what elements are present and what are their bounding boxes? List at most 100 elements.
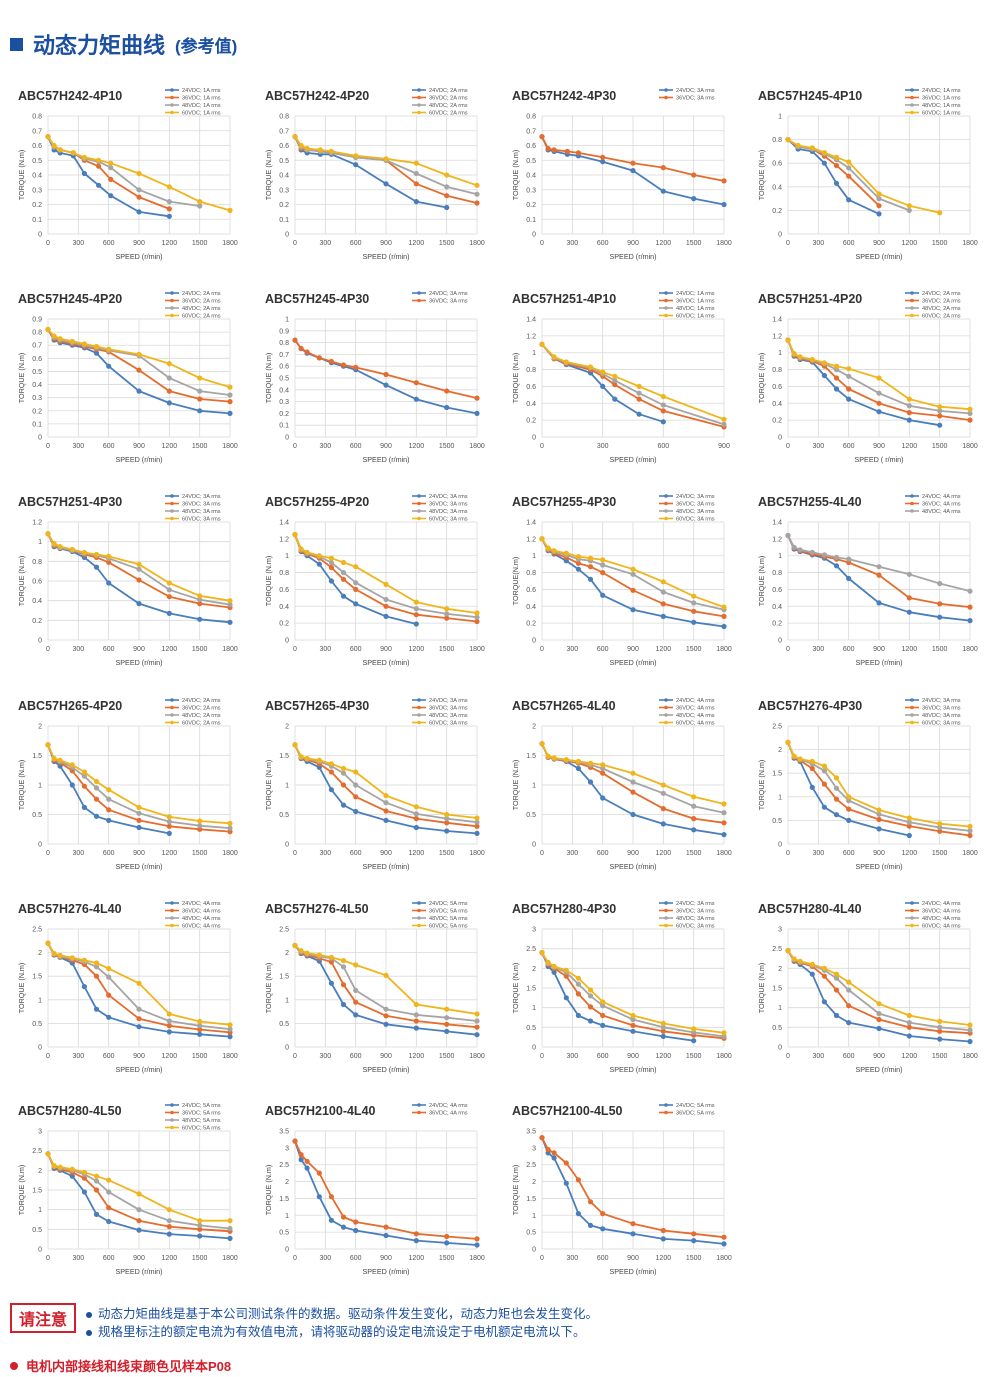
bullet-icon xyxy=(10,1361,18,1370)
data-point xyxy=(197,593,203,599)
data-point xyxy=(630,789,636,795)
data-point xyxy=(383,596,389,603)
legend-marker xyxy=(417,110,421,115)
x-tick-label: 900 xyxy=(873,1053,885,1060)
data-point xyxy=(600,1022,606,1028)
y-tick-label: 1 xyxy=(532,1213,536,1220)
data-point xyxy=(444,828,450,834)
y-tick-label: 1.5 xyxy=(526,753,536,760)
torque-chart: ABC57H280-4P30 24VDC; 3A rms 36VDC; 3A rms… xyxy=(511,901,732,1074)
data-point xyxy=(106,1177,112,1183)
data-point xyxy=(474,1242,480,1248)
legend-marker xyxy=(170,313,174,318)
y-tick-label: 2 xyxy=(38,724,42,731)
x-tick-label: 900 xyxy=(380,646,392,653)
y-tick-label: 0.4 xyxy=(279,387,289,394)
data-point xyxy=(791,351,797,357)
data-point xyxy=(106,553,112,559)
y-tick-label: 0 xyxy=(778,638,782,645)
data-point xyxy=(106,363,112,369)
x-tick-label: 1200 xyxy=(409,850,425,857)
legend-marker xyxy=(910,509,914,513)
x-tick-label: 600 xyxy=(597,1053,609,1060)
page-subtitle: (参考值) xyxy=(175,36,238,56)
data-point xyxy=(833,975,840,981)
data-point xyxy=(304,755,310,762)
legend-label: 60VDC; 3A rms xyxy=(676,517,715,523)
chart-title: ABC57H2100-4L50 xyxy=(512,1104,623,1118)
data-point xyxy=(612,382,618,388)
y-tick-label: 0.5 xyxy=(279,812,289,819)
data-point xyxy=(937,422,943,428)
y-tick-label: 0.2 xyxy=(772,418,782,425)
legend-label: 36VDC; 4A rms xyxy=(182,909,221,915)
data-point xyxy=(93,813,100,819)
x-tick-label: 900 xyxy=(133,646,145,653)
data-point xyxy=(328,1217,334,1223)
data-point xyxy=(108,160,114,166)
data-point xyxy=(340,559,347,566)
x-tick-label: 1200 xyxy=(409,1053,425,1060)
x-tick-label: 900 xyxy=(873,646,885,653)
data-point xyxy=(906,595,912,601)
data-point xyxy=(166,1207,172,1213)
x-axis-label: SPEED (r/min) xyxy=(609,252,656,261)
y-tick-label: 2.5 xyxy=(772,724,782,731)
y-axis-label: TORQUE (N.m) xyxy=(511,760,520,811)
data-point xyxy=(227,820,233,826)
data-point xyxy=(660,579,666,585)
data-point xyxy=(106,346,112,352)
data-point xyxy=(563,995,569,1001)
legend-marker xyxy=(417,509,421,513)
legend-marker xyxy=(910,291,914,295)
data-point xyxy=(353,586,359,592)
y-tick-label: 1 xyxy=(532,553,536,560)
data-point xyxy=(340,1224,347,1230)
data-point xyxy=(937,1028,943,1034)
torque-chart: ABC57H276-4L40 24VDC; 4A rms 36VDC; 4A rms… xyxy=(17,901,238,1074)
data-point xyxy=(328,959,334,965)
torque-chart: ABC57H255-4L40 24VDC; 4A rms 36VDC; 4A rms… xyxy=(757,494,978,667)
data-point xyxy=(691,593,697,599)
torque-chart: ABC57H251-4P10 24VDC; 1A rms 36VDC; 1A rms… xyxy=(511,291,730,464)
data-point xyxy=(353,769,359,775)
data-point xyxy=(846,987,852,993)
data-point xyxy=(51,541,57,547)
legend-label: 24VDC; 1A rms xyxy=(922,88,961,94)
x-tick-label: 1800 xyxy=(716,1255,732,1262)
data-point xyxy=(795,142,801,149)
x-tick-label: 1200 xyxy=(409,1255,425,1262)
y-tick-label: 0.8 xyxy=(526,114,536,121)
data-point xyxy=(197,616,203,622)
y-tick-label: 0.6 xyxy=(32,143,42,150)
legend-label: 24VDC; 2A rms xyxy=(429,88,468,94)
data-point xyxy=(317,147,323,153)
y-tick-label: 1 xyxy=(532,1005,536,1012)
chart-title: ABC57H242-4P30 xyxy=(512,89,616,103)
data-point xyxy=(106,817,112,823)
data-point xyxy=(846,197,852,203)
data-point xyxy=(136,367,142,373)
data-point xyxy=(630,779,636,785)
title-square-icon xyxy=(10,37,23,51)
y-tick-label: 0.4 xyxy=(772,604,782,611)
x-tick-label: 1200 xyxy=(656,1255,672,1262)
x-tick-label: 1500 xyxy=(686,240,702,247)
data-point xyxy=(612,373,618,379)
data-point xyxy=(876,409,882,415)
data-point xyxy=(353,564,359,570)
data-point xyxy=(937,1024,943,1030)
y-axis-label: TORQUE (N.m) xyxy=(757,963,766,1014)
data-point xyxy=(833,554,840,560)
legend-marker xyxy=(170,1125,174,1130)
legend-label: 48VDC; 3A rms xyxy=(429,509,468,515)
data-point xyxy=(545,753,551,759)
y-tick-label: 0 xyxy=(778,435,782,442)
x-tick-label: 1200 xyxy=(409,443,425,450)
legend-marker xyxy=(664,516,668,521)
legend-marker xyxy=(417,923,421,928)
data-point xyxy=(660,408,666,414)
data-point xyxy=(539,536,545,542)
legend-marker xyxy=(170,916,174,920)
data-point xyxy=(539,134,545,140)
